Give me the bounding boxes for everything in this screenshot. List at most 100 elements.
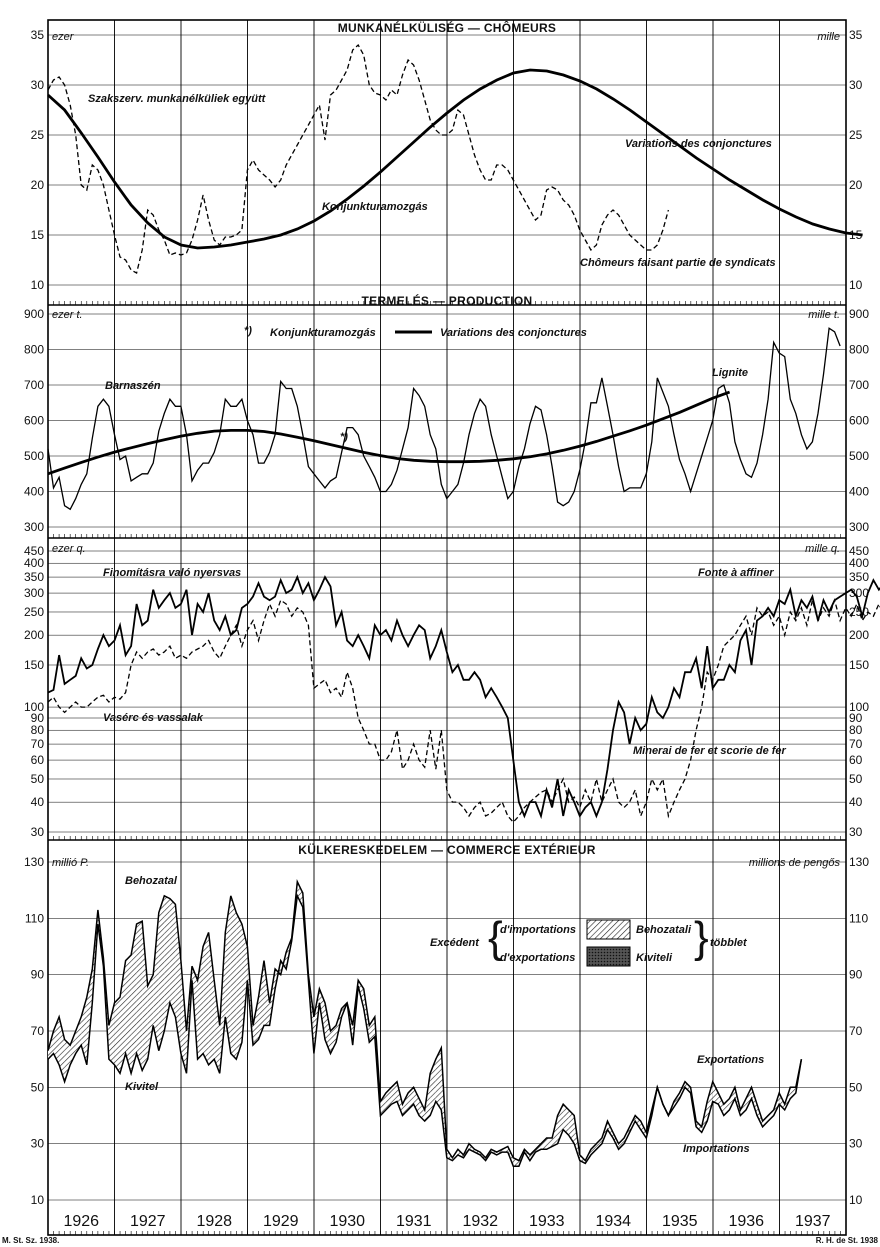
import-surplus-area xyxy=(729,1087,735,1110)
import-surplus-area xyxy=(391,1081,397,1105)
tick-label-right: 90 xyxy=(849,968,863,982)
series-pig-iron xyxy=(47,574,880,820)
import-surplus-area xyxy=(541,1138,547,1150)
annotation-asterisk: *) xyxy=(340,431,348,443)
tick-label-left: 10 xyxy=(31,1193,45,1207)
annotation-variations: Variations des conjonctures xyxy=(625,138,772,150)
tick-label-right: 450 xyxy=(849,544,869,558)
tick-label-right: 600 xyxy=(849,414,869,428)
legend-label-konjunktura: Konjunkturamozgás xyxy=(270,327,376,339)
series-imports xyxy=(47,878,803,1162)
import-surplus-area xyxy=(252,997,259,1046)
import-surplus-area xyxy=(236,912,242,1060)
import-surplus-area xyxy=(108,1002,115,1065)
import-surplus-area xyxy=(324,1002,331,1054)
footer-right: R. H. de St. 1938 xyxy=(816,1236,879,1245)
tick-label-right: 200 xyxy=(849,628,869,642)
import-surplus-area xyxy=(385,1087,392,1110)
grid-layer xyxy=(47,20,847,1235)
import-surplus-area xyxy=(430,1059,436,1116)
import-surplus-area xyxy=(790,1087,796,1099)
tick-label-right: 50 xyxy=(849,772,863,786)
annotation-importations: Importations xyxy=(683,1143,750,1155)
legend-label-variations: Variations des conjonctures xyxy=(440,327,587,339)
unit-right-production: mille t. xyxy=(808,309,840,321)
tick-label-right: 300 xyxy=(849,520,869,534)
tick-label-right: 30 xyxy=(849,825,863,839)
annotation-chomeurs: Chômeurs faisant partie de syndicats xyxy=(580,257,776,269)
tick-label-right: 300 xyxy=(849,586,869,600)
import-surplus-area xyxy=(568,1109,575,1144)
tick-label-left: 600 xyxy=(24,414,44,428)
unit-right-trade: millions de pengős xyxy=(749,857,841,869)
import-surplus-area xyxy=(131,923,137,1074)
annotation-konjunktura: Konjunkturamozgás xyxy=(322,201,428,213)
import-surplus-area xyxy=(745,1087,752,1110)
year-label: 1931 xyxy=(396,1213,432,1230)
year-label: 1928 xyxy=(196,1213,232,1230)
import-surplus-area xyxy=(208,932,215,1065)
tick-label-right: 70 xyxy=(849,737,863,751)
unit-left-production: ezer t. xyxy=(52,309,83,321)
annotation-szakszerv: Szakszerv. munkanélküliek együtt xyxy=(88,93,267,105)
import-surplus-area xyxy=(225,895,231,1054)
unit-right-iron: mille q. xyxy=(805,543,840,555)
legend-swatch-import xyxy=(586,919,631,940)
tick-label-right: 30 xyxy=(849,1137,863,1151)
tick-label-right: 40 xyxy=(849,795,863,809)
year-label: 1929 xyxy=(263,1213,299,1230)
import-surplus-area xyxy=(230,895,237,1060)
tick-label-right: 800 xyxy=(849,343,869,357)
year-label: 1933 xyxy=(529,1213,565,1230)
tick-label-left: 700 xyxy=(24,378,44,392)
import-surplus-area xyxy=(164,895,170,1031)
import-surplus-area xyxy=(70,1031,76,1065)
import-surplus-area xyxy=(762,1115,769,1127)
tick-label-left: 450 xyxy=(24,544,44,558)
tick-label-left: 400 xyxy=(24,485,44,499)
tick-label-right: 150 xyxy=(849,658,869,672)
import-surplus-area xyxy=(590,1143,597,1155)
tick-label-left: 60 xyxy=(31,753,45,767)
series-cyclical-trend xyxy=(47,68,863,250)
tick-label-right: 35 xyxy=(849,28,863,42)
tick-label-left: 30 xyxy=(31,825,45,839)
tick-label-left: 10 xyxy=(31,278,45,292)
import-surplus-area xyxy=(707,1081,713,1122)
tick-label-left: 150 xyxy=(24,658,44,672)
import-surplus-area xyxy=(685,1081,691,1093)
tick-label-left: 900 xyxy=(24,307,44,321)
import-surplus-area xyxy=(153,912,159,1051)
legend-row-export: d'exportations xyxy=(500,952,575,964)
import-surplus-area xyxy=(297,881,303,908)
annotation-lignite: Lignite xyxy=(712,367,748,379)
import-surplus-area xyxy=(408,1087,414,1110)
tick-label-right: 500 xyxy=(849,449,869,463)
tick-label-left: 130 xyxy=(24,855,44,869)
unit-left-iron: ezer q. xyxy=(52,543,86,555)
tick-label-left: 110 xyxy=(25,911,44,925)
unit-left-trade: millió P. xyxy=(52,857,89,869)
tick-label-left: 30 xyxy=(31,78,45,92)
tick-label-left: 90 xyxy=(31,968,45,982)
tick-label-right: 70 xyxy=(849,1024,863,1038)
import-surplus-area xyxy=(380,1092,386,1116)
year-label: 1934 xyxy=(595,1213,631,1230)
import-surplus-area xyxy=(330,1025,337,1054)
tick-label-left: 350 xyxy=(24,570,44,584)
import-surplus-area xyxy=(435,1047,442,1110)
tick-label-left: 50 xyxy=(31,772,45,786)
tick-label-left: 35 xyxy=(31,28,45,42)
import-surplus-area xyxy=(269,969,276,1026)
trade-legend: Excédent { d'importations d'exportations… xyxy=(430,913,748,967)
tick-label-left: 40 xyxy=(31,795,45,809)
import-surplus-area xyxy=(419,1098,425,1122)
tick-label-left: 300 xyxy=(24,520,44,534)
tick-label-left: 25 xyxy=(31,128,45,142)
tick-label-left: 15 xyxy=(31,228,45,242)
year-label: 1936 xyxy=(728,1213,764,1230)
legend-row-import: d'importations xyxy=(500,924,576,936)
import-surplus-area xyxy=(618,1138,625,1150)
import-surplus-area xyxy=(596,1138,602,1150)
